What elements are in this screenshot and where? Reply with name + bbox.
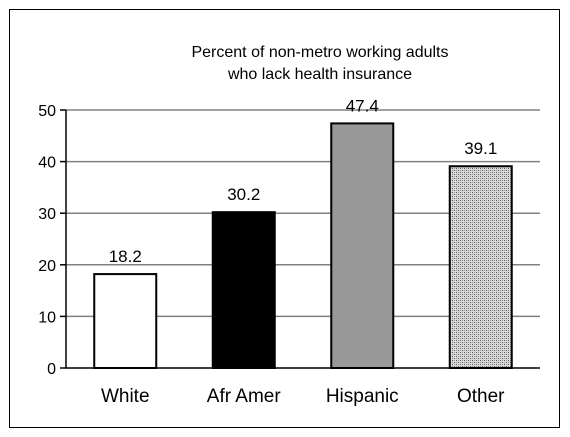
x-category-label: Afr Amer — [207, 386, 282, 407]
data-label: 30.2 — [227, 185, 260, 204]
data-label: 18.2 — [109, 247, 142, 266]
data-label: 39.1 — [464, 139, 497, 158]
y-tick-label: 50 — [38, 103, 56, 120]
y-tick-label: 40 — [38, 155, 56, 172]
y-tick-label: 30 — [38, 206, 56, 223]
bar-hispanic — [330, 122, 395, 369]
bar-white — [93, 273, 158, 370]
x-category-label: White — [101, 386, 150, 407]
x-category-label: Other — [457, 386, 505, 407]
bar-afr-amer — [211, 211, 276, 369]
y-tick-label: 20 — [38, 258, 56, 275]
x-category-label: Hispanic — [326, 386, 399, 407]
y-tick-label: 10 — [38, 309, 56, 326]
chart-title-line-1: Percent of non-metro working adults — [191, 44, 448, 61]
data-label: 47.4 — [346, 96, 379, 115]
y-tick-label: 0 — [47, 361, 56, 378]
bar-other — [448, 165, 513, 369]
chart-title-line-2: who lack health insurance — [227, 66, 412, 83]
